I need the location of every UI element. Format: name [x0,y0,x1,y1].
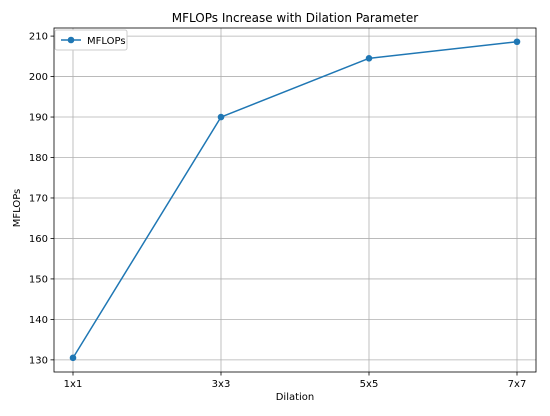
x-tick-label: 3x3 [212,379,231,390]
legend: MFLOPs [54,29,128,51]
legend-box [54,29,128,51]
y-tick-label: 160 [29,234,48,245]
data-point [217,113,225,121]
axes: 130 140 150 160 170 180 190 200 210 1x1 3x3 5x5 7x7 [29,27,537,390]
y-tick-label: 140 [29,315,48,326]
chart-title: MFLOPs Increase with Dilation Parameter [172,11,418,25]
y-axis-label: MFLOPs [12,189,23,228]
legend-label: MFLOPs [87,36,126,47]
data-point [513,38,521,46]
data-point [69,354,77,362]
data-point [365,55,373,62]
y-tick-label: 170 [29,193,48,204]
y-tick-label: 150 [29,274,48,285]
grid-lines [54,28,536,372]
x-tick-label: 5x5 [360,379,379,390]
x-axis-label: Dilation [276,392,315,403]
y-tick-label: 180 [29,153,48,164]
series-line [72,41,518,359]
x-tick-label: 7x7 [508,379,527,390]
series-layer [69,38,521,362]
y-tick-label: 210 [29,32,48,43]
y-tick-label: 190 [29,113,48,124]
y-tick-label: 130 [29,355,48,366]
plot-frame [53,27,537,373]
x-tick-label: 1x1 [64,379,83,390]
legend-marker-swatch [67,36,75,44]
y-tick-label: 200 [29,72,48,83]
